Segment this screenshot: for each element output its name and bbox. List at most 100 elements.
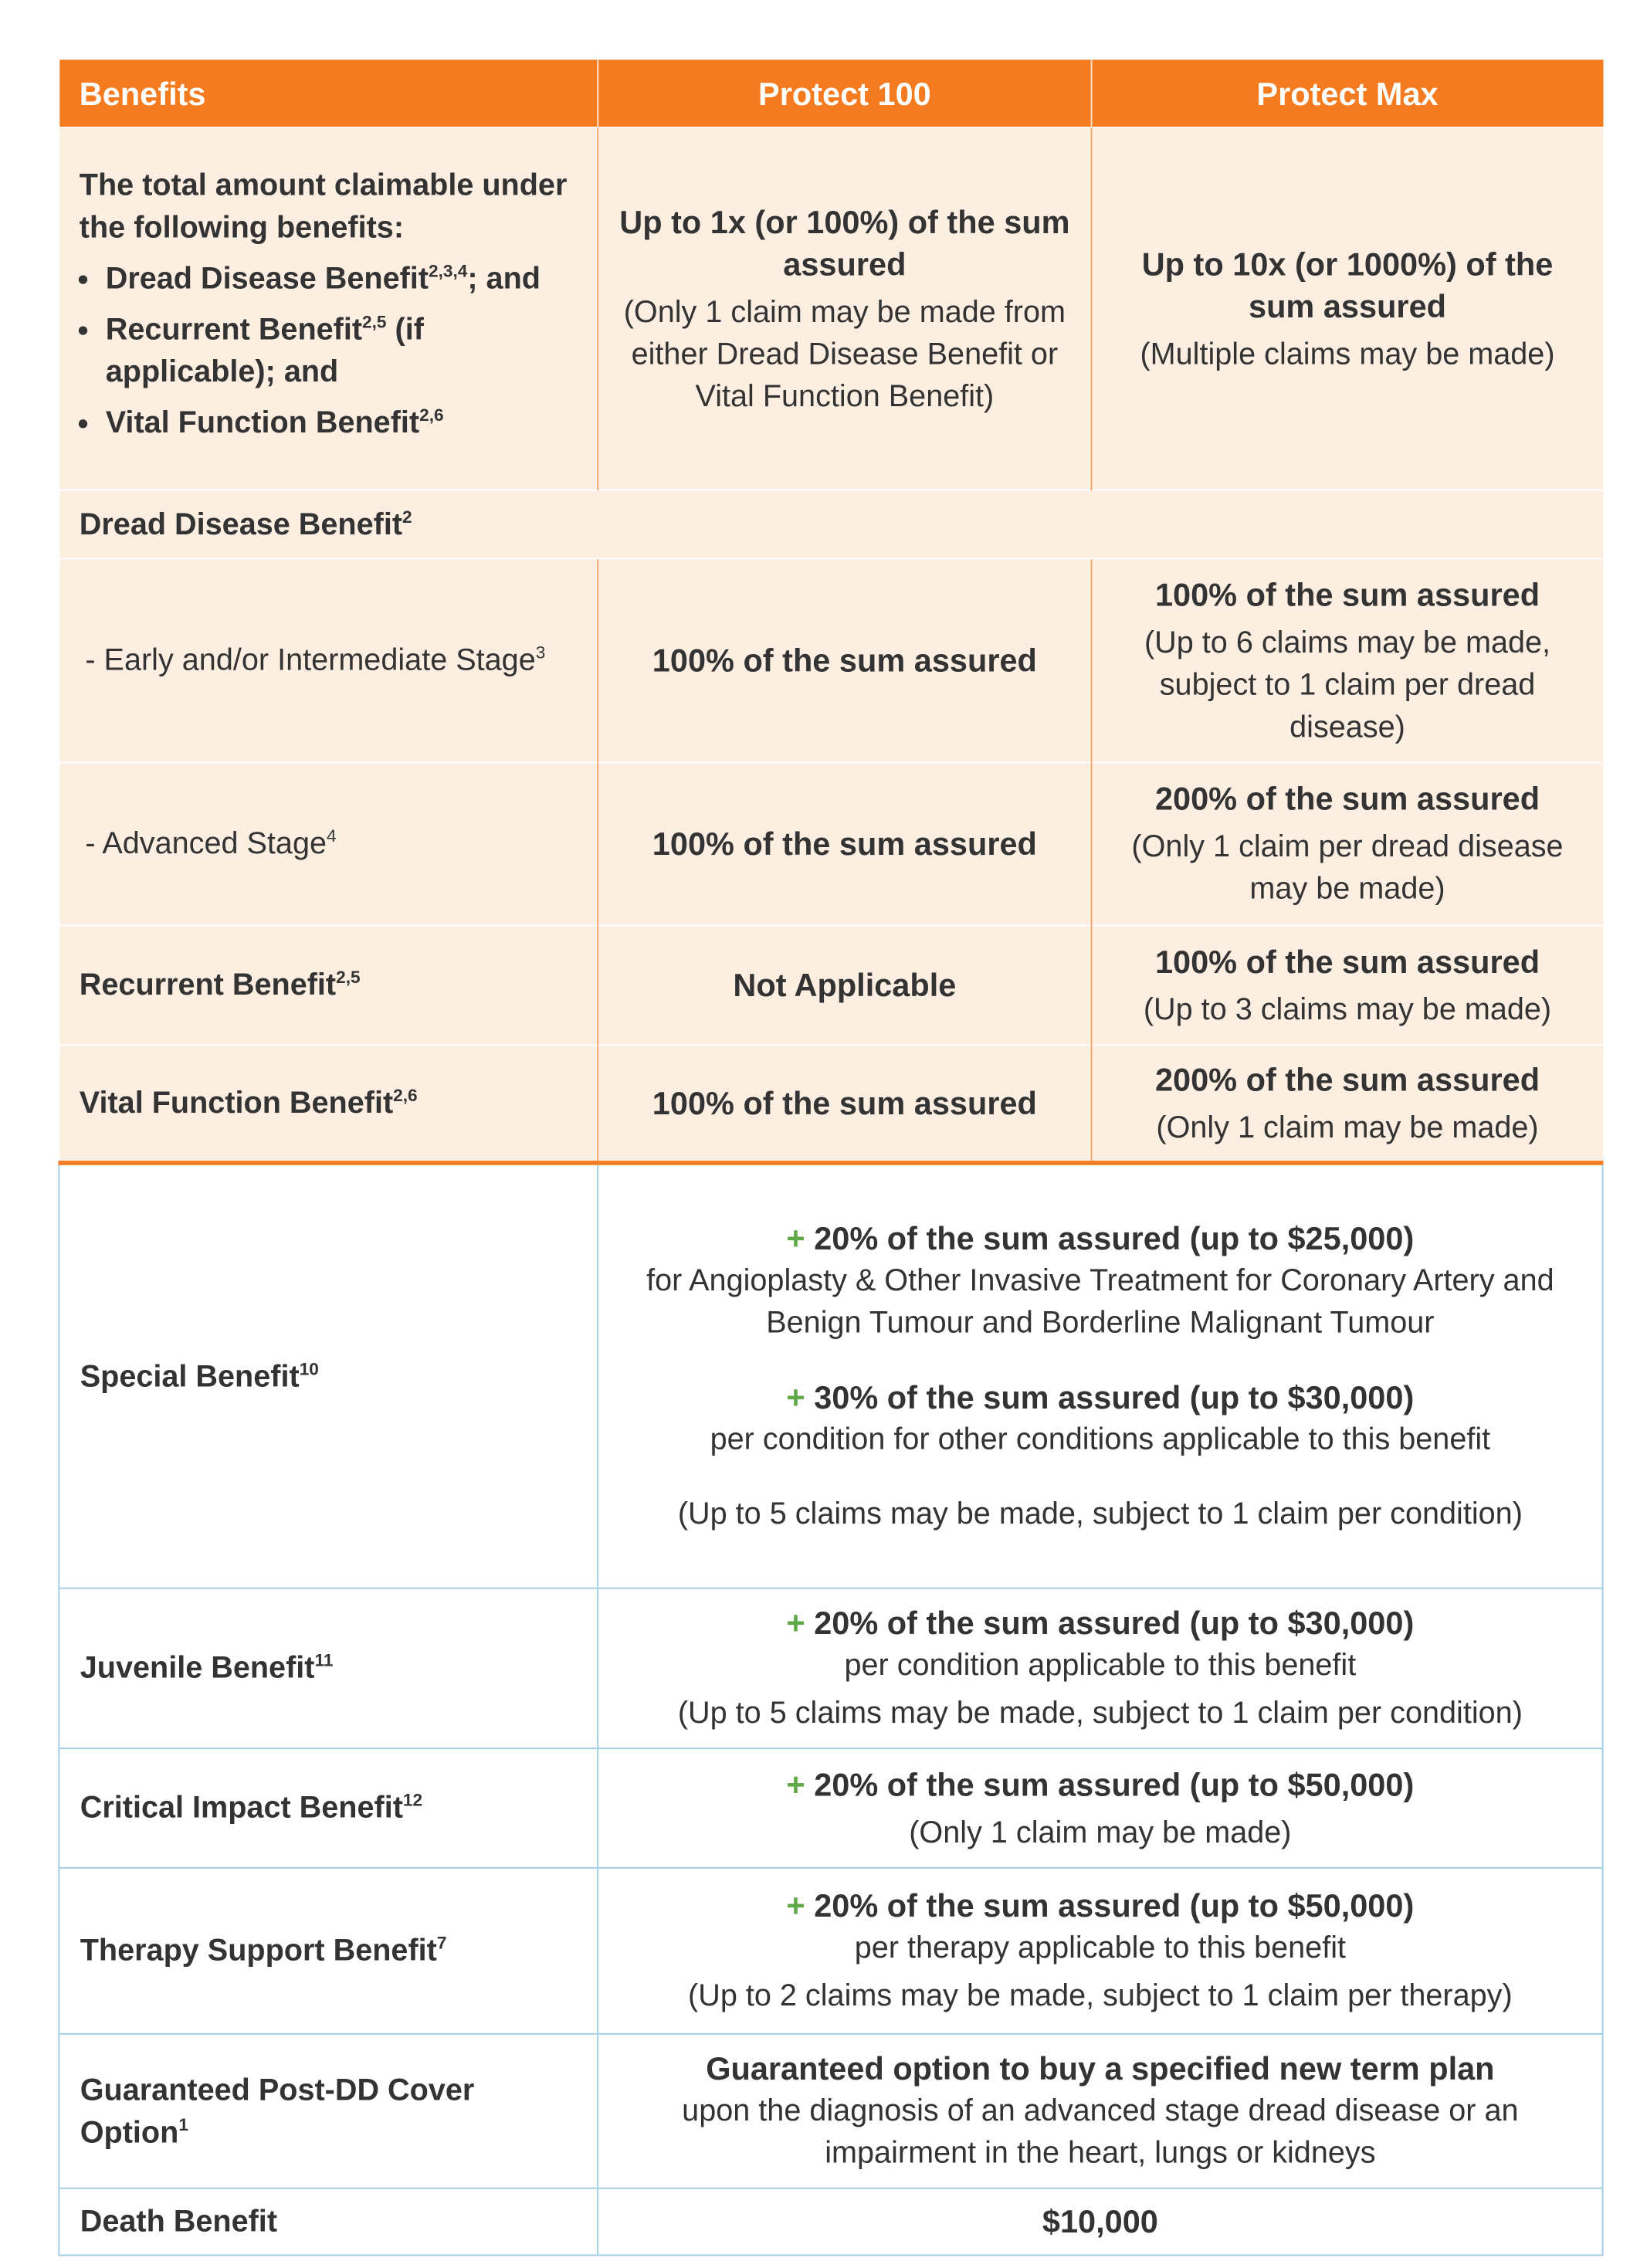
value-bold: 100% of the sum assured: [1154, 943, 1540, 980]
value-bold: 20% of the sum assured (up to $25,000): [814, 1220, 1415, 1257]
value-bold-line: + 20% of the sum assured (up to $30,000): [619, 1602, 1582, 1645]
label: Vital Function Benefit: [79, 1086, 394, 1120]
value-note: (Up to 2 claims may be made, subject to …: [688, 1979, 1513, 2013]
section-label: Dread Disease Benefit: [79, 507, 403, 541]
footnote-ref: 12: [402, 1789, 423, 1811]
header-cell: Protect 100: [597, 59, 1092, 128]
label-cell: Therapy Support Benefit7: [58, 1866, 599, 2035]
value-bold-line: Guaranteed option to buy a specified new…: [619, 2048, 1582, 2090]
footnote-ref: 3: [535, 642, 546, 663]
value-bold: Guaranteed option to buy a specified new…: [706, 2050, 1495, 2087]
value-note: (Only 1 claim may be made): [909, 1815, 1292, 1849]
row: Guaranteed Post-DD Cover Option1 Guarante…: [58, 2032, 1604, 2189]
value-note: (Up to 6 claims may be made, subject to …: [1144, 625, 1551, 744]
label-cell: Vital Function Benefit2,6: [59, 1044, 598, 1165]
value-block: + 20% of the sum assured (up to $50,000)…: [619, 1884, 1582, 2017]
label: Recurrent Benefit: [79, 968, 337, 1002]
row: Death Benefit $10,000: [58, 2187, 1604, 2256]
footnote-ref: 11: [314, 1649, 334, 1671]
label-cell: Juvenile Benefit11: [58, 1587, 599, 1750]
value-bold: 200% of the sum assured: [1154, 780, 1540, 818]
row: Dread Disease Benefit2: [59, 489, 1603, 559]
header-cell: Benefits: [59, 59, 598, 128]
value-text: per condition applicable to this benefit: [844, 1648, 1357, 1683]
row: - Advanced Stage4 100% of the sum assured…: [59, 761, 1603, 926]
label-cell: Special Benefit10: [58, 1162, 599, 1589]
label-cell: - Advanced Stage4: [59, 761, 598, 926]
label-cell: Guaranteed Post-DD Cover Option1: [58, 2032, 599, 2189]
value-note: (Only 1 claim may be made from either Dr…: [623, 294, 1066, 413]
value-bold: Up to 10x (or 1000%) of the sum assured: [1141, 245, 1554, 324]
value-bold-line: + 20% of the sum assured (up to $50,000): [619, 1884, 1582, 1927]
value-bold: 20% of the sum assured (up to $50,000): [814, 1765, 1415, 1802]
value-cell: 100% of the sum assured: [597, 761, 1092, 926]
footnote-ref: 2: [402, 506, 412, 527]
row: Juvenile Benefit11 + 20% of the sum assur…: [58, 1587, 1604, 1750]
value-block: + 20% of the sum assured (up to $30,000)…: [619, 1602, 1582, 1735]
bullet: Dread Disease Benefit2,3,4; and: [106, 258, 577, 300]
row: Therapy Support Benefit7 + 20% of the sum…: [58, 1866, 1604, 2035]
row: Vital Function Benefit2,6 100% of the sum…: [59, 1044, 1603, 1165]
value-block: Guaranteed option to buy a specified new…: [619, 2048, 1582, 2175]
row: Recurrent Benefit2,5 Not Applicable 100% o…: [59, 924, 1603, 1046]
value-bold: Up to 1x (or 100%) of the sum assured: [619, 203, 1070, 282]
value-bold-line: + 30% of the sum assured (up to $30,000): [619, 1376, 1582, 1419]
value-note: (Up to 3 claims may be made): [1143, 992, 1552, 1026]
footnote-ref: 10: [299, 1358, 319, 1379]
value-bold: 100% of the sum assured: [652, 642, 1037, 679]
footnote-ref: 4: [327, 825, 337, 846]
footnote-ref: 7: [436, 1932, 447, 1954]
value-note: (Only 1 claim may be made): [1156, 1110, 1539, 1144]
value-bold: 20% of the sum assured (up to $50,000): [814, 1887, 1415, 1924]
value-cell: + 20% of the sum assured (up to $25,000)…: [597, 1162, 1604, 1589]
value-bold-line: + 20% of the sum assured (up to $50,000): [619, 1763, 1582, 1805]
label-cell: The total amount claimable under the fol…: [59, 127, 598, 490]
plus-sign: +: [786, 1887, 805, 1924]
section-cell: Dread Disease Benefit2: [59, 489, 1603, 559]
footnote-ref: 2,6: [419, 405, 444, 425]
label: Guaranteed Post-DD Cover Option: [80, 2073, 475, 2149]
bullet-tail: ; and: [467, 262, 541, 296]
value-cell: Not Applicable: [597, 924, 1092, 1046]
value-note: (Up to 5 claims may be made, subject to …: [677, 1697, 1523, 1731]
value-cell: 100% of the sum assured (Up to 3 claims m…: [1090, 924, 1603, 1046]
label-cell: Recurrent Benefit2,5: [59, 924, 598, 1046]
label-cell: - Early and/or Intermediate Stage3: [59, 558, 598, 763]
value-note: (Only 1 claim per dread disease may be m…: [1131, 830, 1564, 907]
label: Juvenile Benefit: [80, 1651, 315, 1686]
value-text: upon the diagnosis of an advanced stage …: [682, 2094, 1519, 2171]
bullet-text: Dread Disease Benefit: [105, 262, 429, 296]
value-cell: Up to 1x (or 100%) of the sum assured (On…: [597, 127, 1092, 490]
bullet-text: Vital Function Benefit: [105, 406, 420, 440]
value-cell: 100% of the sum assured: [597, 1044, 1092, 1165]
value-cell: 100% of the sum assured: [597, 558, 1092, 763]
value-text: per therapy applicable to this benefit: [854, 1931, 1347, 1965]
value-cell: 200% of the sum assured (Only 1 claim may…: [1090, 1044, 1603, 1165]
value-cell: Up to 10x (or 1000%) of the sum assured (…: [1090, 127, 1603, 490]
header-cell: Protect Max: [1090, 59, 1603, 128]
label: - Early and/or Intermediate Stage: [85, 643, 536, 677]
value-cell: $10,000: [597, 2187, 1604, 2256]
value-bold-line: $10,000: [619, 2201, 1582, 2243]
value-bold: 200% of the sum assured: [1154, 1060, 1540, 1098]
plus-sign: +: [786, 1765, 805, 1802]
label: - Advanced Stage: [85, 827, 327, 861]
footnote-ref: 1: [178, 2114, 188, 2134]
value-text: per condition for other conditions appli…: [710, 1422, 1491, 1456]
value-cell: 200% of the sum assured (Only 1 claim per…: [1090, 761, 1603, 926]
value-block: $10,000: [619, 2201, 1582, 2243]
label: Special Benefit: [80, 1359, 300, 1393]
value-block: + 20% of the sum assured (up to $25,000)…: [619, 1218, 1582, 1344]
bullet: Recurrent Benefit2,5 (if applicable); an…: [106, 309, 577, 393]
footnote-ref: 2,5: [336, 967, 361, 988]
plus-sign: +: [786, 1605, 805, 1642]
value-cell: + 20% of the sum assured (up to $50,000)…: [597, 1866, 1604, 2035]
plus-sign: +: [786, 1220, 805, 1257]
value-block: + 20% of the sum assured (up to $50,000)…: [619, 1763, 1582, 1853]
plus-sign: +: [786, 1379, 805, 1416]
value-bold: Not Applicable: [733, 967, 957, 1004]
bullet-text: Recurrent Benefit: [105, 313, 363, 347]
value-bold: 100% of the sum assured: [1154, 575, 1540, 613]
value-bold-line: + 20% of the sum assured (up to $25,000): [619, 1218, 1582, 1260]
